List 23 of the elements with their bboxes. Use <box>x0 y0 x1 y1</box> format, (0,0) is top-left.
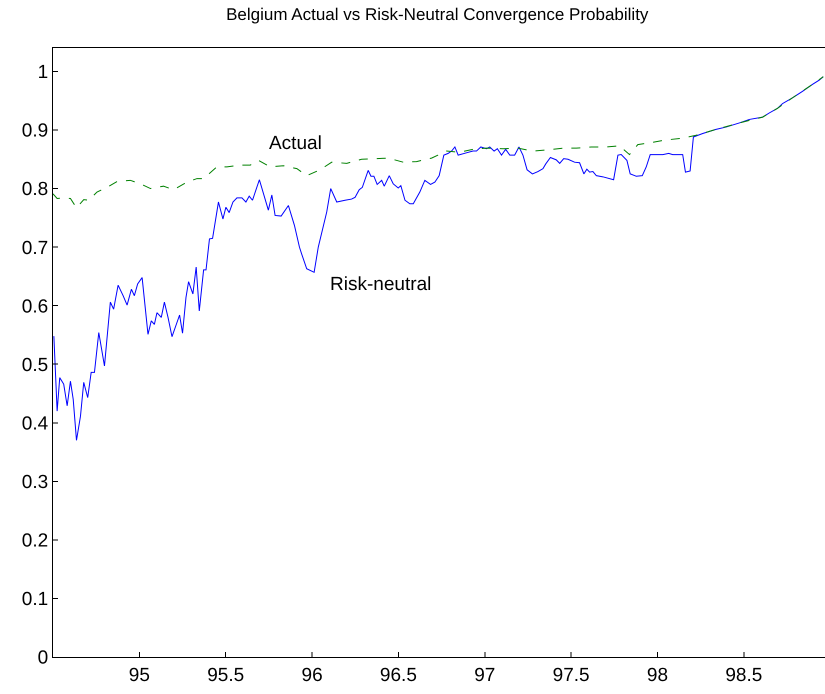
y-tick-label: 0.7 <box>22 238 48 259</box>
y-tick-label: 0.5 <box>22 354 48 376</box>
line-series <box>53 76 824 441</box>
x-tick-label: 96.5 <box>380 664 417 686</box>
y-tick-label: 0 <box>38 648 48 669</box>
x-tick-label: 98.5 <box>725 664 762 686</box>
series-label: Actual <box>269 133 322 154</box>
y-tick-label: 0.6 <box>22 296 48 318</box>
y-tick-label: 0.8 <box>22 179 48 200</box>
x-tick-label: 95.5 <box>207 664 244 686</box>
series-label: Risk-neutral <box>330 274 432 295</box>
x-tick-label: 97 <box>474 664 496 686</box>
y-tick-label: 1 <box>38 62 48 84</box>
x-tick-label: 96 <box>301 664 323 686</box>
y-tick-label: 0.3 <box>22 472 48 493</box>
y-tick-label: 0.2 <box>22 530 48 552</box>
chart-title: Belgium Actual vs Risk-Neutral Convergence Probability <box>226 4 649 24</box>
y-tick-label: 0.4 <box>22 413 49 434</box>
x-tick-label: 97.5 <box>552 664 590 686</box>
x-tick-label: 98 <box>646 664 668 686</box>
y-tick-label: 0.1 <box>22 589 48 610</box>
y-tick-label: 0.9 <box>22 120 48 142</box>
x-tick-label: 95 <box>128 664 150 686</box>
